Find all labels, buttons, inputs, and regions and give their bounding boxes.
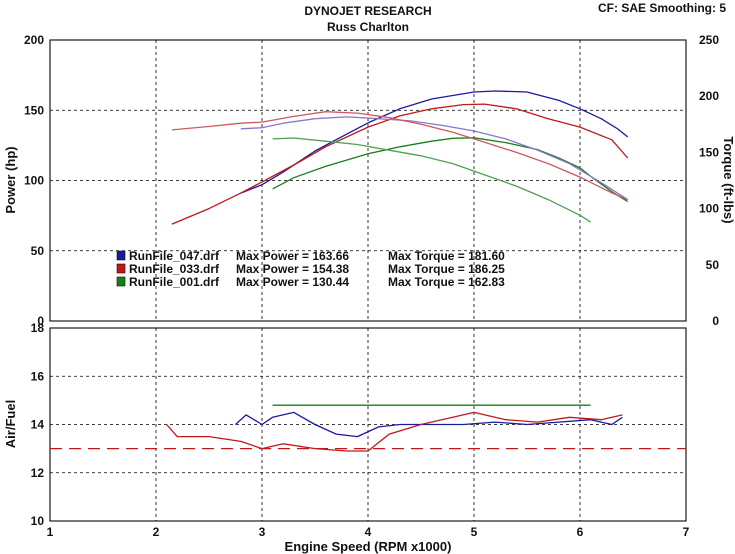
afr-tick-labels: 10 12 14 16 18 xyxy=(31,321,45,528)
legend-file: RunFile_033.drf xyxy=(129,262,220,276)
legend-max-power: Max Power = 154.38 xyxy=(236,262,349,276)
tick-label: 50 xyxy=(31,244,45,258)
tick-label: 100 xyxy=(699,202,719,216)
legend-file: RunFile_047.drf xyxy=(129,249,220,263)
afr-series-line[interactable] xyxy=(235,411,623,438)
top-series-group[interactable] xyxy=(171,90,629,225)
tick-label: 0 xyxy=(37,314,44,328)
tick-label: 6 xyxy=(577,525,584,539)
tick-label: 50 xyxy=(706,258,720,272)
torque-series-line[interactable] xyxy=(272,137,591,223)
legend-swatch xyxy=(116,250,126,261)
rpm-axis-label: Engine Speed (RPM x1000) xyxy=(285,539,452,554)
tick-label: 0 xyxy=(712,314,719,328)
correction-smoothing-label: CF: SAE Smoothing: 5 xyxy=(598,1,726,15)
bottom-series-group[interactable] xyxy=(166,404,623,452)
tick-label: 10 xyxy=(31,514,45,528)
tick-label: 4 xyxy=(365,525,372,539)
tick-label: 16 xyxy=(31,369,45,383)
chart-title: DYNOJET RESEARCH xyxy=(304,4,431,18)
tick-label: 3 xyxy=(259,525,266,539)
legend-max-power: Max Power = 163.66 xyxy=(236,249,349,263)
power-axis-label: Power (hp) xyxy=(3,146,18,213)
tick-label: 5 xyxy=(471,525,478,539)
torque-series-line[interactable] xyxy=(171,111,628,201)
tick-label: 150 xyxy=(699,145,719,159)
tick-label: 200 xyxy=(24,33,44,47)
legend-max-torque: Max Torque = 186.25 xyxy=(388,262,505,276)
legend: RunFile_047.drf Max Power = 163.66 Max T… xyxy=(116,249,505,289)
tick-label: 150 xyxy=(24,103,44,117)
legend-swatch xyxy=(116,276,126,287)
legend-file: RunFile_001.drf xyxy=(129,275,220,289)
chart-subtitle: Russ Charlton xyxy=(327,20,409,34)
legend-max-torque: Max Torque = 181.60 xyxy=(388,249,505,263)
torque-tick-labels: 0 50 100 150 200 250 xyxy=(699,33,719,328)
tick-label: 2 xyxy=(153,525,160,539)
tick-label: 7 xyxy=(683,525,690,539)
tick-label: 100 xyxy=(24,174,44,188)
legend-max-torque: Max Torque = 162.83 xyxy=(388,275,505,289)
torque-axis-label: Torque (ft-lbs) xyxy=(721,136,735,223)
torque-series-line[interactable] xyxy=(240,116,629,201)
top-gridlines xyxy=(50,40,686,321)
tick-label: 18 xyxy=(31,321,45,335)
legend-item[interactable]: RunFile_033.drf Max Power = 154.38 Max T… xyxy=(116,262,505,276)
tick-label: 14 xyxy=(31,418,45,432)
legend-item[interactable]: RunFile_001.drf Max Power = 130.44 Max T… xyxy=(116,275,505,289)
legend-item[interactable]: RunFile_047.drf Max Power = 163.66 Max T… xyxy=(116,249,505,263)
rpm-tick-labels: 1 2 3 4 5 6 7 xyxy=(47,525,690,539)
power-tick-labels: 0 50 100 150 200 xyxy=(24,33,44,328)
tick-label: 12 xyxy=(31,466,45,480)
tick-label: 250 xyxy=(699,33,719,47)
legend-max-power: Max Power = 130.44 xyxy=(236,275,349,289)
tick-label: 200 xyxy=(699,89,719,103)
power-series-line[interactable] xyxy=(171,103,629,225)
legend-swatch xyxy=(116,263,126,274)
afr-axis-label: Air/Fuel xyxy=(3,400,18,448)
tick-label: 1 xyxy=(47,525,54,539)
afr-series-line[interactable] xyxy=(166,411,623,452)
